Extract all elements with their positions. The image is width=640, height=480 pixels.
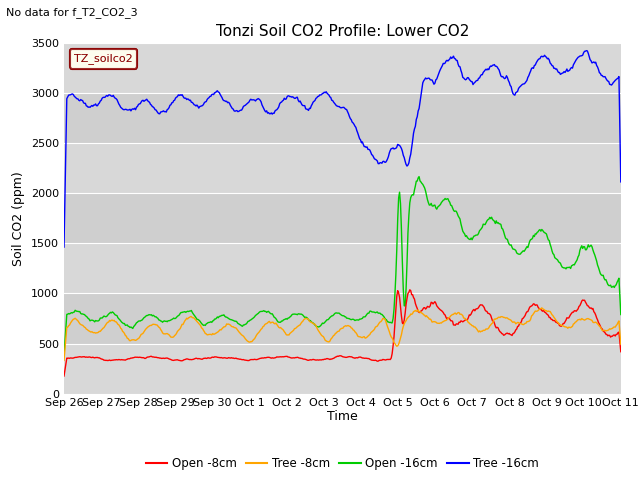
Open -16cm (60, 352, 68, 358)
Line: Open -8cm: Open -8cm (64, 290, 621, 376)
Tree -16cm (312, 96, 320, 101)
Open -8cm (60, 373, 68, 379)
Open -8cm (433, 303, 440, 309)
Open -8cm (480, 304, 488, 310)
Line: Tree -8cm: Tree -8cm (64, 308, 621, 360)
Tree -16cm (432, 77, 440, 83)
Line: Open -16cm: Open -16cm (64, 177, 621, 355)
Tree -16cm (617, 179, 625, 185)
Tree -16cm (582, 48, 590, 53)
Tree -8cm (60, 358, 68, 363)
Open -16cm (312, 323, 320, 329)
X-axis label: Time: Time (327, 410, 358, 423)
Line: Tree -16cm: Tree -16cm (64, 50, 621, 247)
Tree -8cm (432, 319, 440, 325)
Open -16cm (480, 221, 488, 227)
Tree -8cm (312, 323, 320, 328)
Open -16cm (388, 320, 396, 326)
Open -16cm (159, 319, 166, 325)
Title: Tonzi Soil CO2 Profile: Lower CO2: Tonzi Soil CO2 Profile: Lower CO2 (216, 24, 469, 39)
Tree -8cm (538, 305, 546, 311)
Bar (64, 193, 621, 243)
Open -8cm (617, 349, 625, 355)
Tree -8cm (388, 335, 396, 341)
Tree -8cm (617, 341, 625, 347)
Tree -8cm (204, 332, 211, 338)
Tree -8cm (479, 327, 487, 333)
Open -8cm (159, 355, 166, 361)
Text: No data for f_T2_CO2_3: No data for f_T2_CO2_3 (6, 7, 138, 18)
Open -8cm (312, 357, 320, 363)
Tree -16cm (388, 145, 396, 151)
Tree -16cm (204, 96, 211, 102)
Legend: Open -8cm, Tree -8cm, Open -16cm, Tree -16cm: Open -8cm, Tree -8cm, Open -16cm, Tree -… (141, 452, 544, 475)
Y-axis label: Soil CO2 (ppm): Soil CO2 (ppm) (12, 171, 26, 266)
Tree -16cm (479, 70, 487, 75)
Open -16cm (415, 174, 423, 180)
Tree -8cm (159, 330, 166, 336)
Bar (64, 93, 621, 144)
Open -8cm (406, 287, 413, 293)
Open -8cm (388, 351, 396, 357)
Open -16cm (204, 321, 211, 326)
Open -16cm (617, 312, 625, 317)
Open -8cm (204, 355, 211, 361)
Open -16cm (433, 206, 440, 212)
Bar (64, 293, 621, 344)
Tree -16cm (60, 244, 68, 250)
Tree -16cm (159, 108, 166, 114)
